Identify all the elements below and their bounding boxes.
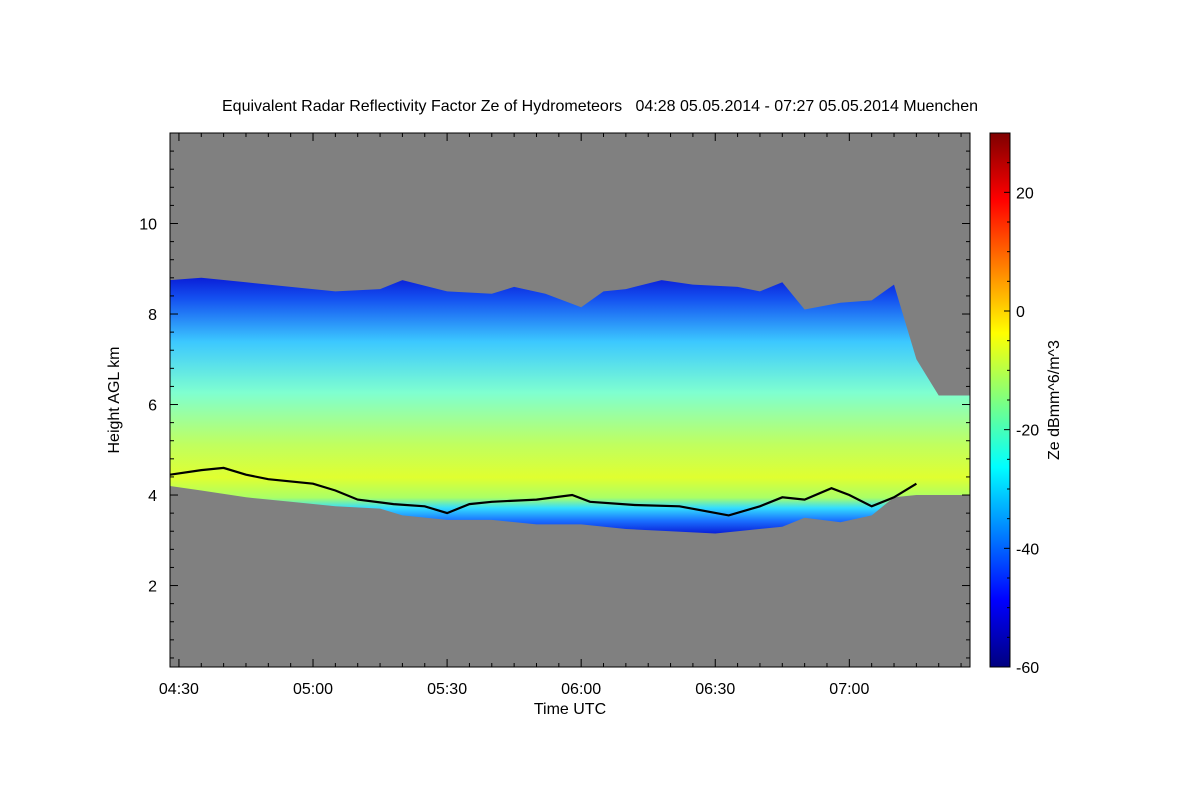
plot-frame bbox=[169, 132, 971, 668]
echo-layer bbox=[170, 277, 970, 534]
chart-title: Equivalent Radar Reflectivity Factor Ze … bbox=[222, 98, 978, 115]
x-tick-label: 04:30 bbox=[159, 681, 199, 698]
colorbar-axis: 20 0 -20 -40 -60 bbox=[1004, 132, 1039, 677]
colorbar-tick-label: -40 bbox=[1016, 541, 1039, 558]
y-tick-label: 8 bbox=[148, 307, 157, 324]
cloud-echo-region bbox=[170, 277, 970, 534]
y-tick-label: 6 bbox=[148, 398, 157, 415]
y-tick-label: 4 bbox=[148, 488, 157, 505]
x-tick-label: 06:30 bbox=[695, 681, 735, 698]
y-axis: 2 4 6 8 10 bbox=[139, 132, 970, 659]
x-tick-label: 07:00 bbox=[829, 681, 869, 698]
y-axis-label: Height AGL km bbox=[106, 346, 123, 453]
x-axis-label: Time UTC bbox=[534, 701, 606, 718]
x-tick-label: 06:00 bbox=[561, 681, 601, 698]
colorbar-tick-label: -20 bbox=[1016, 423, 1039, 440]
y-tick-label: 10 bbox=[139, 217, 157, 234]
y-tick-label: 2 bbox=[148, 579, 157, 596]
colorbar-label: Ze dBmm^6/m^3 bbox=[1046, 340, 1063, 460]
colorbar-tick-label: -60 bbox=[1016, 660, 1039, 677]
colorbar-tick-label: 0 bbox=[1016, 304, 1025, 321]
x-axis: 04:30 05:00 05:30 06:00 06:30 07:00 bbox=[159, 133, 962, 698]
x-tick-label: 05:00 bbox=[293, 681, 333, 698]
cloud-base-line bbox=[170, 466, 917, 517]
colorbar-tick-label: 20 bbox=[1016, 185, 1034, 202]
x-tick-label: 05:30 bbox=[427, 681, 467, 698]
